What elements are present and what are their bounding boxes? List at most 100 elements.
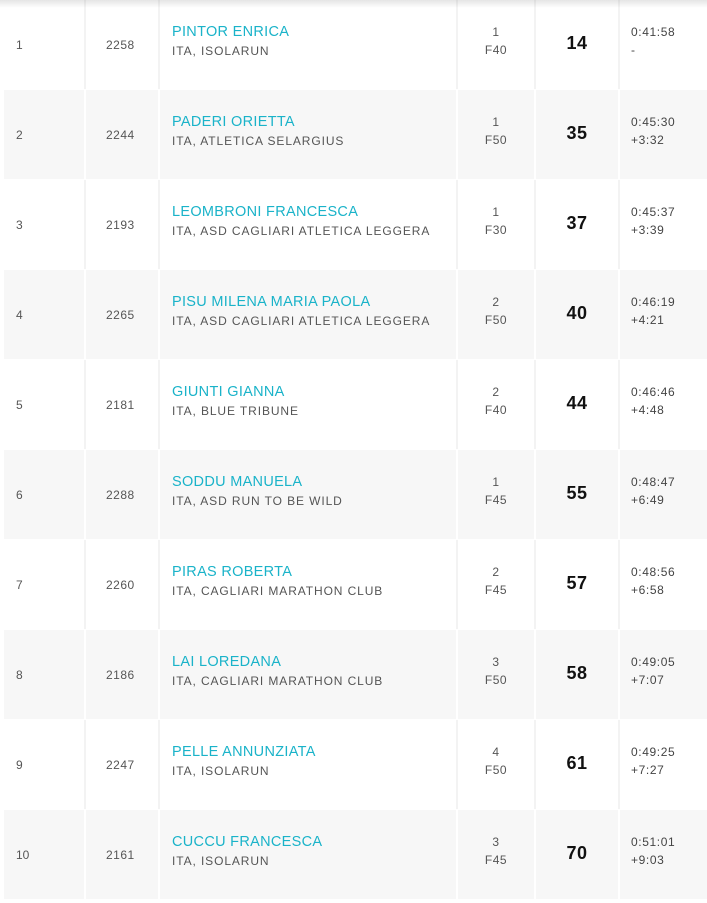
cell-divider xyxy=(618,90,620,179)
category-label: F40 xyxy=(484,42,508,57)
category-cell: 2 F50 xyxy=(458,262,534,359)
athlete-name-link[interactable]: SODDU MANUELA xyxy=(172,473,303,490)
bib-value: 2258 xyxy=(106,37,135,52)
cell-divider xyxy=(534,90,536,179)
cell-divider xyxy=(618,720,620,809)
time-cell: 0:41:58 - xyxy=(620,0,707,89)
cell-divider xyxy=(158,540,160,629)
result-row[interactable]: 1 2258 PINTOR ENRICA ITA, ISOLARUN 1 F40… xyxy=(4,0,707,90)
result-row[interactable]: 8 2186 LAI LOREDANA ITA, CAGLIARI MARATH… xyxy=(4,630,707,720)
category-rank: 1 xyxy=(492,114,500,129)
bib-number: 2247 xyxy=(86,720,158,809)
points-value: 55 xyxy=(566,483,588,503)
athlete-name-link[interactable]: LEOMBRONI FRANCESCA xyxy=(172,203,359,220)
athlete-club: ITA, ISOLARUN xyxy=(172,853,270,868)
time-cell: 0:51:01 +9:03 xyxy=(620,802,707,899)
athlete-name-link[interactable]: PISU MILENA MARIA PAOLA xyxy=(172,293,371,310)
bib-number: 2186 xyxy=(86,630,158,719)
cell-divider xyxy=(456,360,458,449)
position-value: 5 xyxy=(16,397,23,412)
finish-time: 0:48:47 xyxy=(631,474,676,489)
time-cell: 0:46:19 +4:21 xyxy=(620,262,707,359)
points-value: 58 xyxy=(566,663,588,683)
result-row[interactable]: 10 2161 CUCCU FRANCESCA ITA, ISOLARUN 3 … xyxy=(4,810,707,900)
points-cell: 14 xyxy=(536,0,618,89)
athlete-name-link[interactable]: LAI LOREDANA xyxy=(172,653,282,670)
athlete-name-link[interactable]: GIUNTI GIANNA xyxy=(172,383,285,400)
overall-position: 3 xyxy=(4,180,84,269)
athlete-name-link[interactable]: CUCCU FRANCESCA xyxy=(172,833,323,850)
athlete-cell: CUCCU FRANCESCA ITA, ISOLARUN xyxy=(160,802,456,899)
cell-divider xyxy=(158,270,160,359)
cell-divider xyxy=(534,450,536,539)
time-cell: 0:49:25 +7:27 xyxy=(620,712,707,809)
category-rank: 1 xyxy=(492,24,500,39)
bib-number: 2288 xyxy=(86,450,158,539)
points-value: 37 xyxy=(566,213,588,233)
result-row[interactable]: 2 2244 PADERI ORIETTA ITA, ATLETICA SELA… xyxy=(4,90,707,180)
athlete-club: ITA, ASD CAGLIARI ATLETICA LEGGERA xyxy=(172,223,431,238)
points-cell: 37 xyxy=(536,178,618,269)
category-label: F45 xyxy=(484,852,508,867)
time-gap: +6:58 xyxy=(631,582,665,597)
cell-divider xyxy=(618,450,620,539)
points-value: 44 xyxy=(566,393,588,413)
bib-number: 2265 xyxy=(86,270,158,359)
time-gap: +4:48 xyxy=(631,402,665,417)
finish-time: 0:46:19 xyxy=(631,294,676,309)
bib-number: 2193 xyxy=(86,180,158,269)
overall-position: 9 xyxy=(4,720,84,809)
cell-divider xyxy=(84,810,86,899)
position-value: 1 xyxy=(16,37,23,52)
athlete-club: ITA, CAGLIARI MARATHON CLUB xyxy=(172,583,384,598)
cell-divider xyxy=(158,180,160,269)
overall-position: 6 xyxy=(4,450,84,539)
cell-divider xyxy=(534,630,536,719)
athlete-name-link[interactable]: PADERI ORIETTA xyxy=(172,113,295,130)
position-value: 8 xyxy=(16,667,23,682)
athlete-name-link[interactable]: PINTOR ENRICA xyxy=(172,23,290,40)
time-gap: +7:07 xyxy=(631,672,665,687)
cell-divider xyxy=(456,630,458,719)
bib-value: 2193 xyxy=(106,217,135,232)
overall-position: 4 xyxy=(4,270,84,359)
athlete-name-link[interactable]: PELLE ANNUNZIATA xyxy=(172,743,316,760)
bib-value: 2186 xyxy=(106,667,135,682)
category-cell: 3 F50 xyxy=(458,622,534,719)
cell-divider xyxy=(158,360,160,449)
bib-number: 2258 xyxy=(86,0,158,89)
finish-time: 0:45:37 xyxy=(631,204,676,219)
overall-position: 1 xyxy=(4,0,84,89)
cell-divider xyxy=(534,180,536,269)
overall-position: 5 xyxy=(4,360,84,449)
athlete-cell: PINTOR ENRICA ITA, ISOLARUN xyxy=(160,0,456,89)
position-value: 6 xyxy=(16,487,23,502)
points-cell: 57 xyxy=(536,538,618,629)
points-cell: 58 xyxy=(536,628,618,719)
bib-number: 2181 xyxy=(86,360,158,449)
athlete-club: ITA, ISOLARUN xyxy=(172,43,270,58)
result-row[interactable]: 5 2181 GIUNTI GIANNA ITA, BLUE TRIBUNE 2… xyxy=(4,360,707,450)
result-row[interactable]: 6 2288 SODDU MANUELA ITA, ASD RUN TO BE … xyxy=(4,450,707,540)
result-row[interactable]: 4 2265 PISU MILENA MARIA PAOLA ITA, ASD … xyxy=(4,270,707,360)
result-row[interactable]: 9 2247 PELLE ANNUNZIATA ITA, ISOLARUN 4 … xyxy=(4,720,707,810)
finish-time: 0:46:46 xyxy=(631,384,676,399)
time-gap: +3:32 xyxy=(631,132,665,147)
cell-divider xyxy=(158,0,160,89)
athlete-cell: LAI LOREDANA ITA, CAGLIARI MARATHON CLUB xyxy=(160,622,456,719)
cell-divider xyxy=(534,720,536,809)
category-label: F50 xyxy=(484,312,508,327)
result-row[interactable]: 7 2260 PIRAS ROBERTA ITA, CAGLIARI MARAT… xyxy=(4,540,707,630)
result-row[interactable]: 3 2193 LEOMBRONI FRANCESCA ITA, ASD CAGL… xyxy=(4,180,707,270)
cell-divider xyxy=(84,450,86,539)
athlete-name-link[interactable]: PIRAS ROBERTA xyxy=(172,563,293,580)
cell-divider xyxy=(618,540,620,629)
finish-time: 0:49:05 xyxy=(631,654,676,669)
points-value: 40 xyxy=(566,303,588,323)
overall-position: 10 xyxy=(4,810,84,899)
cell-divider xyxy=(84,720,86,809)
athlete-cell: PELLE ANNUNZIATA ITA, ISOLARUN xyxy=(160,712,456,809)
cell-divider xyxy=(618,810,620,899)
category-label: F45 xyxy=(484,492,508,507)
bib-value: 2265 xyxy=(106,307,135,322)
